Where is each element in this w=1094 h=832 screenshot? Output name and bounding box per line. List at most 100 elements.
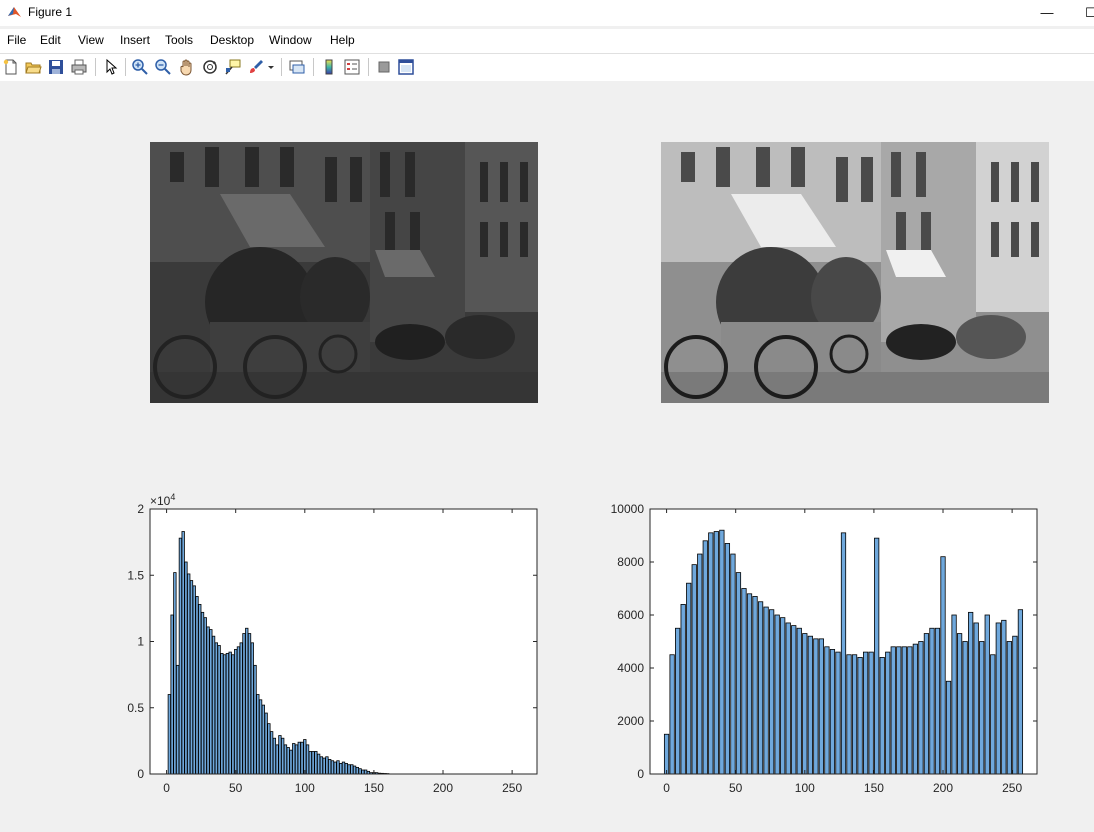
histogram-bar xyxy=(239,642,243,775)
y-tick-label: 2 xyxy=(137,502,144,516)
menu-help[interactable]: Help xyxy=(330,33,355,47)
insert-colorbar-icon[interactable] xyxy=(320,58,338,76)
open-file-icon[interactable] xyxy=(24,58,42,76)
save-icon[interactable] xyxy=(47,58,65,76)
x-tick-label: 150 xyxy=(364,781,384,795)
histogram-bar xyxy=(350,764,354,775)
y-tick-label: 6000 xyxy=(617,608,644,622)
menu-view[interactable]: View xyxy=(78,33,104,47)
histogram-bar xyxy=(336,760,340,775)
histogram-bar xyxy=(984,614,990,775)
menu-file[interactable]: File xyxy=(7,33,27,47)
histogram-bar xyxy=(680,604,686,775)
show-plot-tools-icon[interactable] xyxy=(397,58,415,76)
histogram-bar xyxy=(358,768,362,775)
equalized-image xyxy=(661,142,1049,403)
histogram-bar xyxy=(303,739,307,775)
histogram-bar xyxy=(702,540,708,775)
y-tick-label: 4000 xyxy=(617,661,644,675)
maximize-button[interactable]: ☐ xyxy=(1085,5,1094,20)
histogram-bar xyxy=(874,537,880,775)
zoom-out-icon[interactable] xyxy=(154,58,172,76)
histogram-bar xyxy=(297,741,301,775)
hide-plot-tools-icon[interactable] xyxy=(375,58,393,76)
axes-box xyxy=(649,508,1038,775)
histogram-bar xyxy=(228,651,232,775)
brush-dropdown-icon[interactable] xyxy=(266,58,276,76)
menu-edit[interactable]: Edit xyxy=(40,33,61,47)
insert-legend-icon[interactable] xyxy=(343,58,361,76)
histogram-bar xyxy=(973,622,979,775)
histogram-bar xyxy=(791,625,797,775)
window-title: Figure 1 xyxy=(28,5,73,19)
pan-hand-icon[interactable] xyxy=(178,58,196,76)
menu-insert[interactable]: Insert xyxy=(120,33,151,47)
x-tick-label: 100 xyxy=(295,781,315,795)
histogram-bar xyxy=(912,643,918,775)
histogram-bar xyxy=(785,622,791,775)
histogram-bar xyxy=(269,731,274,775)
histogram-bar xyxy=(780,617,786,775)
menu-desktop[interactable]: Desktop xyxy=(210,33,255,47)
histogram-bar xyxy=(879,656,885,775)
menu-window[interactable]: Window xyxy=(269,33,312,47)
histogram-bar xyxy=(1017,609,1024,775)
histogram-bar xyxy=(829,649,836,775)
histogram-bar xyxy=(796,627,802,775)
histogram-bar xyxy=(222,654,227,775)
y-exponent-label: ×104 xyxy=(150,492,175,508)
histogram-bar xyxy=(289,749,293,775)
histogram-bar xyxy=(901,646,907,775)
histogram-bar xyxy=(890,646,896,775)
menu-tools[interactable]: Tools xyxy=(165,33,194,47)
histogram-bar xyxy=(211,635,216,775)
data-cursor-icon[interactable] xyxy=(224,58,242,76)
histogram-bar xyxy=(200,611,205,775)
histogram-bar xyxy=(735,572,742,775)
histogram-bar xyxy=(746,593,753,775)
histogram-bar xyxy=(763,606,769,775)
toolbar-separator xyxy=(281,58,282,76)
histogram-bar xyxy=(217,645,221,775)
x-tick-label: 150 xyxy=(864,781,884,795)
histogram-bar xyxy=(1006,641,1012,775)
histogram-bar xyxy=(292,743,296,775)
histogram-bar xyxy=(934,627,941,775)
edit-plot-arrow-icon[interactable] xyxy=(102,58,120,76)
histogram-bar xyxy=(176,664,180,775)
histogram-bar xyxy=(192,585,196,775)
rotate-3d-icon[interactable] xyxy=(201,58,219,76)
new-figure-icon[interactable] xyxy=(2,58,20,76)
original-histogram-chart: 0 50 100 150 200 250 0 0.5 1 1.5 2 ×104 xyxy=(127,492,538,795)
histogram-bar xyxy=(220,653,224,775)
histogram-bar xyxy=(818,638,824,775)
histogram-bar xyxy=(929,627,935,775)
histogram-bar xyxy=(328,759,332,775)
histogram-bar xyxy=(294,744,299,775)
histogram-bar xyxy=(724,543,731,775)
x-tick-label: 50 xyxy=(229,781,243,795)
histogram-bar xyxy=(669,654,675,775)
figure-toolbar xyxy=(0,53,1094,82)
window-titlebar: Figure 1 — ☐ xyxy=(0,0,1094,26)
minimize-button[interactable]: — xyxy=(1040,5,1054,20)
histogram-bar xyxy=(355,766,359,775)
histogram-bar xyxy=(813,638,819,775)
histogram-bar xyxy=(802,633,808,775)
histogram-bar xyxy=(286,747,290,775)
histogram-bar xyxy=(322,757,326,775)
histogram-bar xyxy=(170,614,174,775)
histogram-bar xyxy=(697,553,703,775)
zoom-in-icon[interactable] xyxy=(131,58,149,76)
histogram-bar xyxy=(824,646,830,775)
link-plot-icon[interactable] xyxy=(288,58,306,76)
histogram-bar xyxy=(305,744,310,775)
brush-icon[interactable] xyxy=(247,58,265,76)
histogram-bar xyxy=(951,614,957,775)
histogram-bar xyxy=(361,769,365,775)
toolbar-separator xyxy=(95,58,96,76)
histogram-bar xyxy=(247,633,252,775)
histogram-bar xyxy=(258,699,263,775)
print-icon[interactable] xyxy=(70,58,88,76)
histogram-bar xyxy=(231,654,235,775)
